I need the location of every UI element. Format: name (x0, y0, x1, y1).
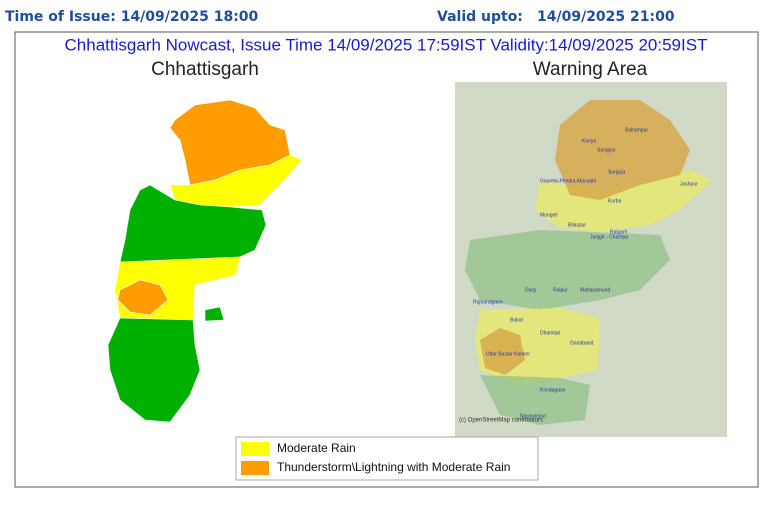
region (480, 375, 590, 425)
title: Chhattisgarh Nowcast, Issue Time 14/09/2… (65, 35, 708, 54)
district-label: Balod (510, 317, 523, 323)
district-label: Korba (608, 198, 622, 204)
district-label: Uttar Bastar Kanker (486, 351, 530, 357)
district-label: Narayanpur (520, 413, 546, 419)
district-label: Kondagaon (540, 387, 566, 393)
district-label: Janjgir - Champa (590, 234, 628, 240)
district-label: Surguja (608, 169, 625, 175)
district-label: Raigarh (610, 229, 628, 235)
district-label: Gaurela-Pendra-Marwahi (540, 178, 596, 184)
region (117, 279, 169, 316)
district-label: Raipur (553, 287, 568, 293)
district-label: Bilaspur (568, 222, 586, 228)
district-label: Rajnandgaon (473, 299, 503, 305)
district-label: Dhamtari (540, 330, 560, 336)
district-label: Jashpur (680, 181, 698, 187)
valid-label: Valid upto: (437, 9, 523, 25)
region (465, 230, 670, 310)
district-label: Durg (525, 287, 536, 293)
valid-time: 14/09/2025 21:00 (537, 9, 675, 25)
legend-box (235, 436, 539, 481)
frame (14, 31, 759, 488)
region (480, 328, 525, 375)
region (555, 100, 690, 200)
district-label: Mahasamund (580, 287, 611, 293)
left-map-title: Chhattisgarh (151, 59, 259, 80)
region (204, 306, 225, 322)
district-label: Balrampur (625, 127, 648, 133)
left-map (107, 99, 303, 423)
issue-time: Time of Issue: 14/09/2025 18:00 (5, 9, 259, 25)
district-label: Surajpur (597, 147, 616, 153)
legend-swatch (241, 442, 269, 456)
district-label: Gariaband (570, 340, 594, 346)
right-map-title: Warning Area (533, 59, 648, 80)
attribution: (c) OpenStreetMap contributors (459, 418, 543, 424)
region (107, 317, 201, 423)
legend: Moderate Rain Thunderstorm\Lightning wit… (235, 436, 539, 481)
legend-label: Thunderstorm\Lightning with Moderate Rai… (277, 460, 510, 474)
legend-label: Moderate Rain (277, 441, 356, 455)
legend-swatch (241, 461, 269, 475)
region (535, 170, 712, 232)
district-label: Koriya (582, 138, 596, 144)
district-label: Mungeli (540, 212, 558, 218)
